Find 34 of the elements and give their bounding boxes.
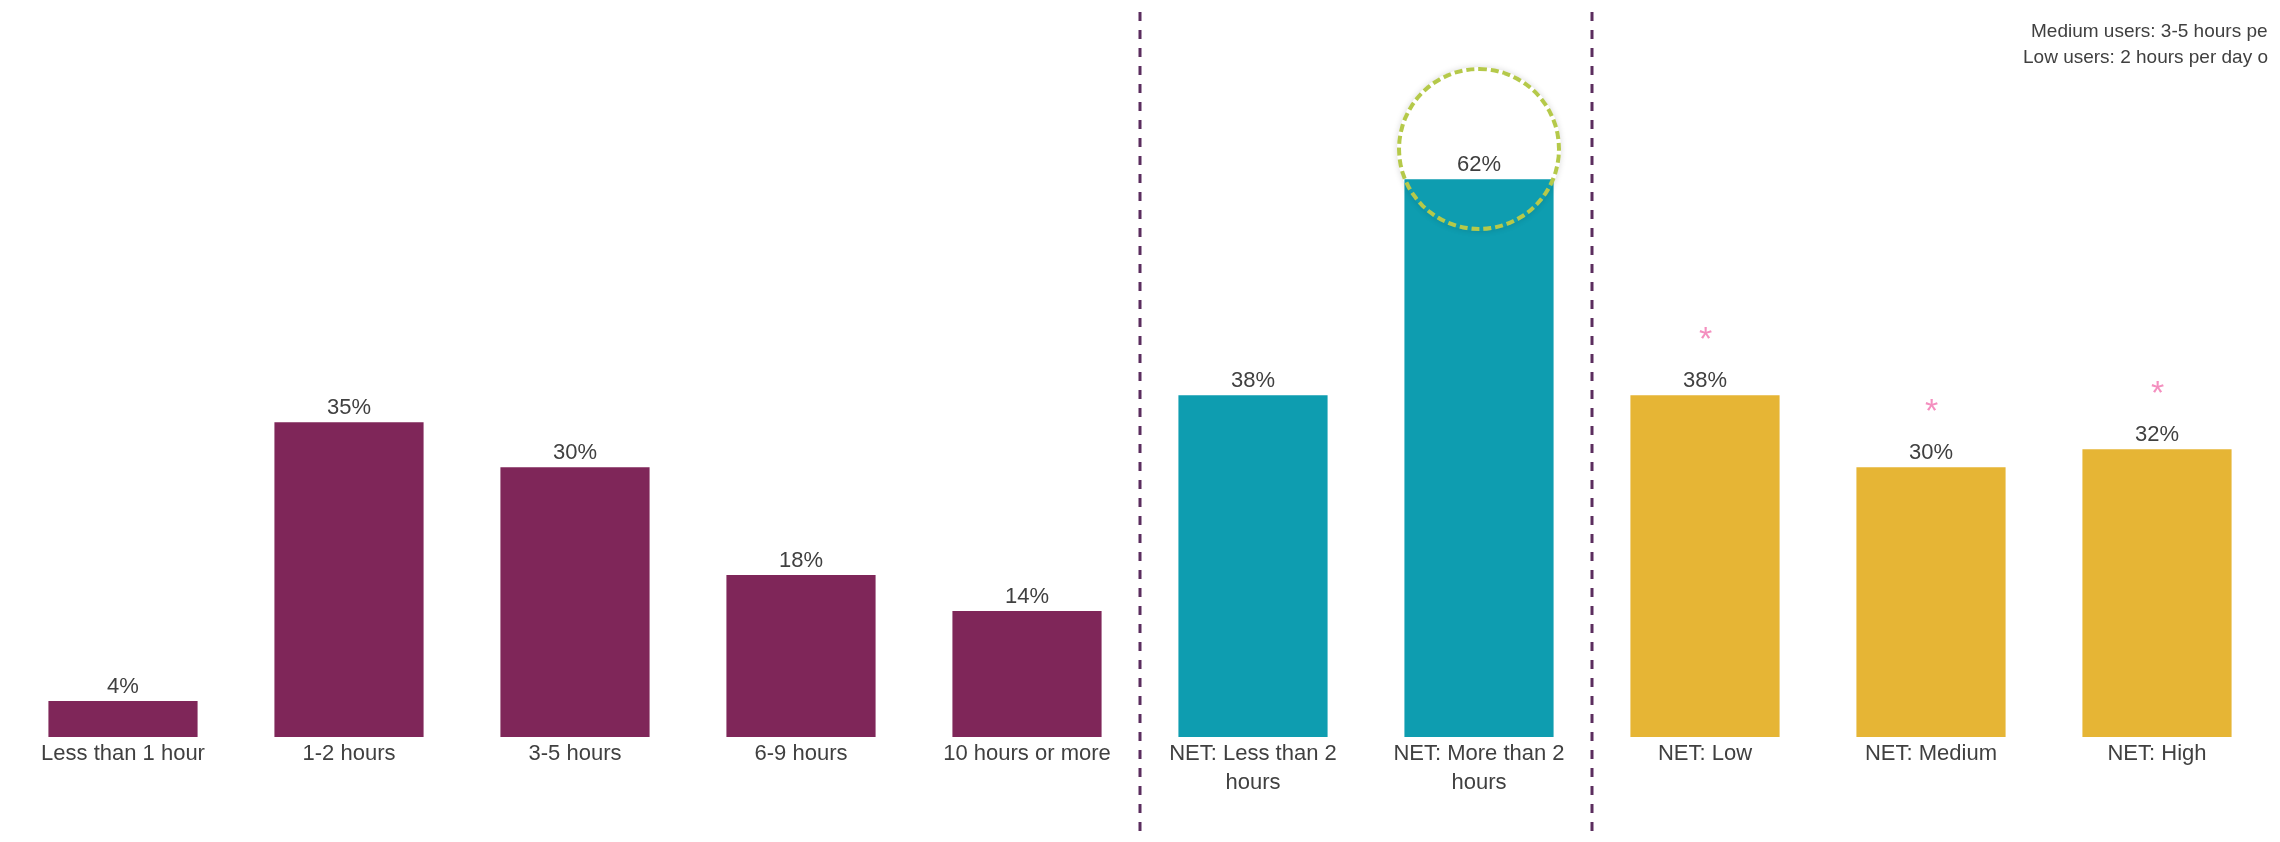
data-label: 18% bbox=[778, 547, 824, 573]
x-tick-label: NET: More than 2 hours bbox=[1393, 740, 1565, 794]
x-tick-label: NET: Less than 2 hours bbox=[1169, 740, 1337, 794]
data-label: 30% bbox=[1908, 439, 1954, 465]
annotation: * bbox=[2151, 373, 2165, 411]
data-label: 62% bbox=[1456, 151, 1502, 177]
data-label: 32% bbox=[2134, 421, 2180, 447]
x-tick-label: 10 hours or more bbox=[943, 740, 1111, 765]
bar bbox=[1856, 467, 2006, 737]
x-tick-label: NET: High bbox=[2107, 740, 2207, 765]
data-label: 14% bbox=[1004, 583, 1050, 609]
bar bbox=[1178, 395, 1328, 737]
text: Low users: 2 hours per day o bbox=[2023, 46, 2269, 67]
data-label: 4% bbox=[107, 673, 139, 699]
bar bbox=[274, 422, 424, 737]
data-label: 38% bbox=[1230, 367, 1276, 393]
bar bbox=[2082, 449, 2232, 737]
bar bbox=[952, 611, 1102, 737]
annotation: * bbox=[1699, 319, 1713, 357]
x-tick-label: 3-5 hours bbox=[528, 740, 622, 765]
x-tick-label: 6-9 hours bbox=[754, 740, 848, 765]
x-tick-label: Less than 1 hour bbox=[41, 740, 205, 765]
bar bbox=[1630, 395, 1780, 737]
text: Medium users: 3-5 hours pe bbox=[2031, 20, 2268, 41]
bar bbox=[48, 701, 198, 737]
data-label: 38% bbox=[1682, 367, 1728, 393]
bar bbox=[726, 575, 876, 737]
x-tick-label: NET: Low bbox=[1657, 740, 1753, 765]
annotation: * bbox=[1925, 391, 1939, 429]
x-tick-label: NET: Medium bbox=[1864, 740, 1998, 765]
x-tick-label: 1-2 hours bbox=[302, 740, 396, 765]
data-label: 30% bbox=[552, 439, 598, 465]
bar bbox=[500, 467, 650, 737]
data-label: 35% bbox=[326, 394, 372, 420]
